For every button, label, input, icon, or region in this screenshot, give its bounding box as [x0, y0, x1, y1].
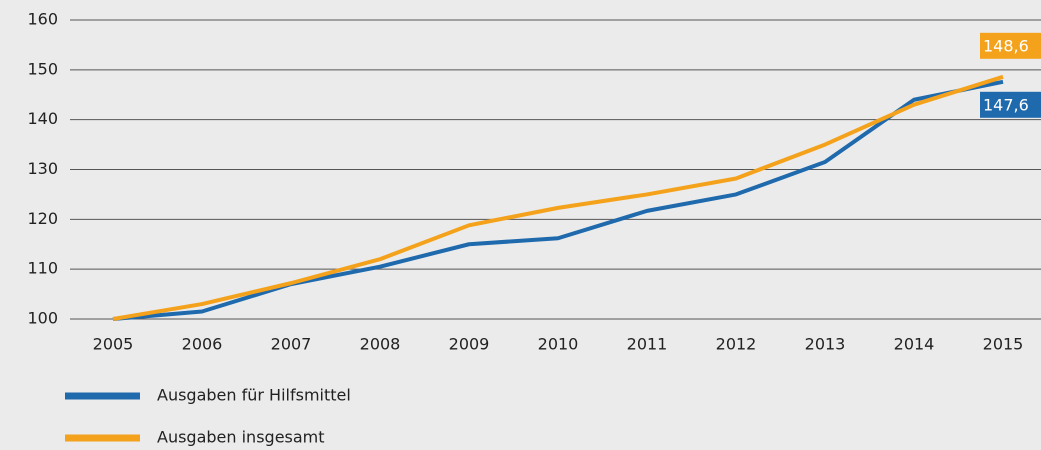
- value-label-box: [980, 32, 1041, 59]
- x-tick-label: 2010: [538, 335, 579, 354]
- series-line: [112, 79, 1004, 321]
- x-tick-label: 2006: [182, 335, 223, 354]
- y-tick-label: 150: [27, 59, 58, 78]
- x-tick-label: 2012: [716, 335, 757, 354]
- y-tick-label: 140: [27, 109, 58, 128]
- y-tick-label: 120: [27, 209, 58, 228]
- x-tick-label: 2014: [894, 335, 935, 354]
- series-line: [112, 74, 1004, 321]
- x-tick-label: 2007: [271, 335, 312, 354]
- y-tick-label: 130: [27, 159, 58, 178]
- value-label: 147,6: [983, 95, 1029, 114]
- legend-label: Ausgaben für Hilfsmittel: [157, 386, 351, 405]
- x-tick-label: 2008: [360, 335, 401, 354]
- y-tick-label: 100: [27, 309, 58, 328]
- y-tick-label: 160: [27, 10, 58, 29]
- value-label-box: [980, 91, 1041, 118]
- x-tick-label: 2015: [983, 335, 1024, 354]
- x-tick-label: 2009: [449, 335, 490, 354]
- legend-label: Ausgaben insgesamt: [157, 428, 325, 447]
- value-label: 148,6: [983, 36, 1029, 55]
- x-tick-label: 2013: [805, 335, 846, 354]
- y-tick-label: 110: [27, 259, 58, 278]
- x-tick-label: 2005: [93, 335, 134, 354]
- x-tick-label: 2011: [627, 335, 668, 354]
